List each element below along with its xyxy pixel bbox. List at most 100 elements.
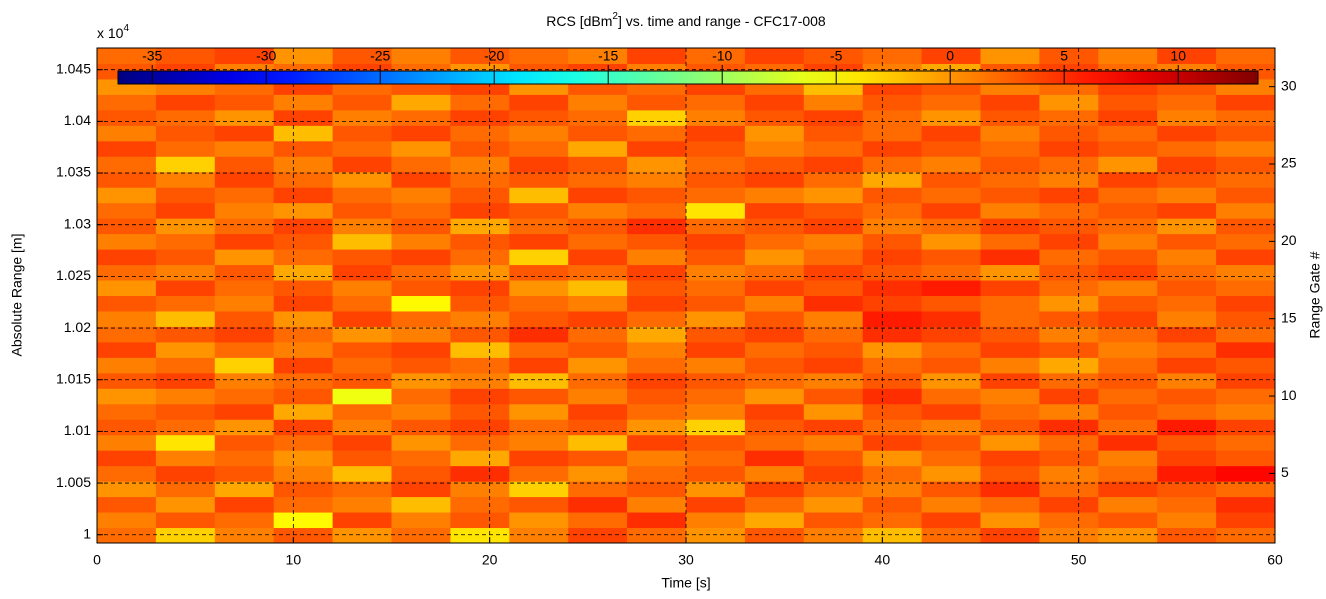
heat-cell: [332, 403, 392, 420]
heat-cell: [273, 295, 334, 312]
heat-cell: [214, 109, 275, 126]
heat-cell: [332, 434, 392, 451]
heat-cell: [1216, 249, 1276, 266]
heat-cell: [980, 434, 1040, 451]
heat-cell: [509, 249, 569, 266]
heat-cell: [391, 450, 451, 467]
heat-cell: [509, 187, 569, 204]
heat-cell: [686, 419, 746, 436]
heat-cell: [921, 125, 981, 142]
heat-cell: [627, 372, 687, 389]
heat-cell: [509, 264, 569, 281]
y-scale-label: x 104: [97, 23, 129, 41]
heat-cell: [155, 341, 216, 358]
heat-cell: [509, 156, 569, 173]
heat-cell: [568, 202, 628, 219]
heat-cell: [155, 171, 216, 188]
heat-cell: [332, 512, 392, 529]
heat-cell: [391, 156, 451, 173]
colorbar: [117, 70, 1259, 85]
heat-cell: [450, 94, 510, 111]
heat-cell: [862, 48, 923, 64]
heat-cell: [568, 527, 628, 544]
heat-cell: [862, 403, 923, 420]
heat-cell: [450, 341, 510, 358]
heat-cell: [803, 94, 864, 111]
heat-cell: [686, 388, 746, 405]
heat-cell: [155, 218, 216, 235]
heat-cell: [980, 264, 1040, 281]
heat-cell: [568, 419, 628, 436]
heat-cell: [273, 434, 334, 451]
heat-cell: [1039, 419, 1099, 436]
heat-cell: [1157, 249, 1217, 266]
heat-cell: [214, 264, 275, 281]
heat-cell: [332, 496, 392, 513]
heat-cell: [1157, 125, 1217, 142]
heat-cell: [450, 403, 510, 420]
heat-cell: [1216, 280, 1276, 296]
heat-cell: [509, 419, 569, 436]
heat-cell: [921, 527, 981, 544]
heat-cell: [1157, 403, 1217, 420]
heat-cell: [1157, 140, 1217, 157]
heat-cell: [1098, 94, 1158, 111]
heat-cell: [862, 109, 923, 126]
heat-cell: [391, 403, 451, 420]
heat-cell: [921, 326, 981, 343]
heat-cell: [980, 372, 1040, 389]
heat-cell: [921, 496, 981, 513]
heat-cell: [568, 434, 628, 451]
heat-cell: [273, 341, 334, 358]
heat-cell: [980, 496, 1040, 513]
heat-cell: [1039, 403, 1099, 420]
heat-cell: [744, 388, 805, 405]
heat-cell: [980, 295, 1040, 312]
heat-cell: [1098, 481, 1158, 498]
heat-cell: [1039, 481, 1099, 498]
heat-cell: [391, 419, 451, 436]
heat-cell: [627, 341, 687, 358]
heat-cell: [686, 295, 746, 312]
heat-cell: [803, 357, 864, 374]
heat-cell: [155, 264, 216, 281]
heat-cell: [509, 403, 569, 420]
heat-cell: [1157, 357, 1217, 374]
heat-cell: [686, 326, 746, 343]
heat-cell: [450, 496, 510, 513]
heat-cell: [1157, 171, 1217, 188]
heat-cell: [155, 125, 216, 142]
heat-cell: [332, 481, 392, 498]
heat-cell: [803, 527, 864, 544]
heat-cell: [332, 264, 392, 281]
heat-cell: [1157, 233, 1217, 250]
heat-cell: [627, 202, 687, 219]
heat-cell: [509, 357, 569, 374]
heat-cell: [391, 496, 451, 513]
heat-cell: [744, 481, 805, 498]
heat-cell: [1216, 527, 1276, 544]
heat-cell: [97, 357, 157, 374]
heat-cell: [509, 310, 569, 327]
heat-cell: [1039, 249, 1099, 266]
heat-cell: [1039, 202, 1099, 219]
heat-cell: [686, 450, 746, 467]
heat-cell: [1216, 310, 1276, 327]
y-tick-label: 1.03: [64, 215, 91, 231]
heat-cell: [1098, 264, 1158, 281]
y-tick-label: 1.04: [64, 112, 91, 128]
heat-cell: [273, 512, 334, 529]
heat-cell: [155, 434, 216, 451]
heat-cell: [627, 125, 687, 142]
heat-cell: [97, 280, 157, 296]
heat-cell: [1098, 357, 1158, 374]
colorbar-tick-label: -25: [370, 48, 390, 64]
heat-cell: [744, 295, 805, 312]
heat-cell: [1216, 341, 1276, 358]
heat-cell: [568, 187, 628, 204]
heat-cell: [155, 156, 216, 173]
heat-cell: [1216, 481, 1276, 498]
heat-cell: [568, 109, 628, 126]
heat-cell: [391, 326, 451, 343]
heat-cell: [686, 233, 746, 250]
